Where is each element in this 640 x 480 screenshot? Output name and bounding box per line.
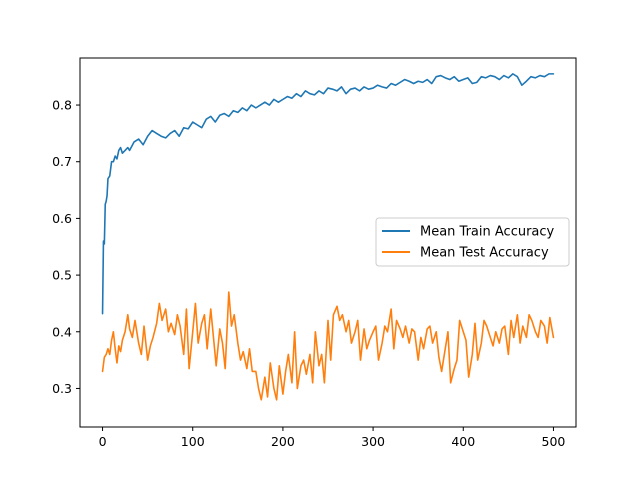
x-tick-label: 400 bbox=[451, 434, 475, 449]
y-axis: 0.3 0.4 0.5 0.6 0.7 0.8 bbox=[52, 98, 80, 396]
y-tick-label: 0.6 bbox=[52, 211, 72, 226]
series-line-0 bbox=[101, 73, 555, 315]
y-tick-label: 0.5 bbox=[52, 268, 72, 283]
legend-label-1: Mean Test Accuracy bbox=[420, 246, 549, 261]
x-axis: 0 100 200 300 400 500 bbox=[99, 427, 566, 449]
x-tick-label: 100 bbox=[181, 434, 205, 449]
x-tick-label: 500 bbox=[542, 434, 566, 449]
legend-label-0: Mean Train Accuracy bbox=[420, 225, 555, 240]
y-tick-label: 0.3 bbox=[52, 381, 72, 396]
legend-box bbox=[375, 217, 570, 267]
y-tick-label: 0.8 bbox=[52, 98, 72, 113]
legend: Mean Train Accuracy Mean Test Accuracy bbox=[375, 217, 570, 267]
x-tick-label: 0 bbox=[99, 434, 107, 449]
x-tick-label: 200 bbox=[271, 434, 295, 449]
plot-lines bbox=[101, 73, 555, 401]
series-line-1 bbox=[101, 291, 555, 401]
y-tick-label: 0.7 bbox=[52, 154, 72, 169]
y-tick-label: 0.4 bbox=[52, 324, 72, 339]
axes-frame bbox=[79, 57, 577, 428]
x-tick-label: 300 bbox=[361, 434, 385, 449]
